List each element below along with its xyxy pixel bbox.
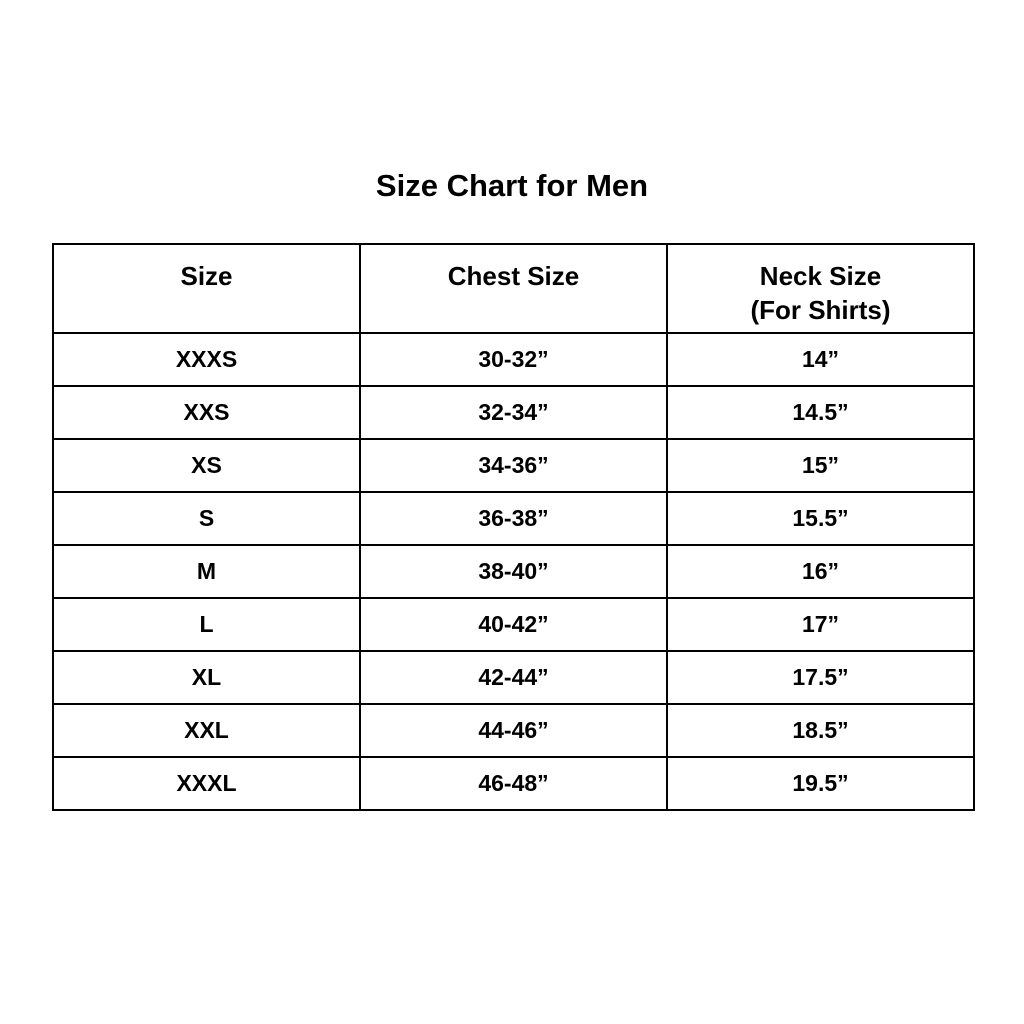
cell-chest-size: 36-38” xyxy=(359,491,668,546)
cell-size: XXXL xyxy=(52,756,361,811)
table-row: XXXS 30-32” 14” xyxy=(52,332,975,387)
cell-size: XXXS xyxy=(52,332,361,387)
header-neck-size-note: (For Shirts) xyxy=(750,295,891,325)
size-chart-table: Size Chest Size Neck Size (For Shirts) XX… xyxy=(52,243,975,811)
cell-neck-size: 14.5” xyxy=(666,385,975,440)
cell-neck-size: 16” xyxy=(666,544,975,599)
cell-chest-size: 46-48” xyxy=(359,756,668,811)
cell-chest-size: 32-34” xyxy=(359,385,668,440)
table-row: XXL 44-46” 18.5” xyxy=(52,703,975,758)
header-neck-size-label: Neck Size xyxy=(759,261,882,291)
cell-neck-size: 15” xyxy=(666,438,975,493)
cell-neck-size: 17.5” xyxy=(666,650,975,705)
cell-chest-size: 44-46” xyxy=(359,703,668,758)
table-row: XS 34-36” 15” xyxy=(52,438,975,493)
page-title: Size Chart for Men xyxy=(375,168,649,203)
cell-neck-size: 19.5” xyxy=(666,756,975,811)
cell-neck-size: 18.5” xyxy=(666,703,975,758)
table-row: XL 42-44” 17.5” xyxy=(52,650,975,705)
table-header-row: Size Chest Size Neck Size (For Shirts) xyxy=(52,243,975,334)
header-chest-size: Chest Size xyxy=(359,243,668,334)
cell-chest-size: 42-44” xyxy=(359,650,668,705)
cell-chest-size: 38-40” xyxy=(359,544,668,599)
cell-chest-size: 30-32” xyxy=(359,332,668,387)
cell-size: XXS xyxy=(52,385,361,440)
cell-neck-size: 17” xyxy=(666,597,975,652)
cell-size: S xyxy=(52,491,361,546)
cell-neck-size: 14” xyxy=(666,332,975,387)
cell-neck-size: 15.5” xyxy=(666,491,975,546)
table-row: XXXL 46-48” 19.5” xyxy=(52,756,975,811)
cell-size: XXL xyxy=(52,703,361,758)
cell-size: XL xyxy=(52,650,361,705)
table-row: M 38-40” 16” xyxy=(52,544,975,599)
header-size: Size xyxy=(52,243,361,334)
cell-chest-size: 40-42” xyxy=(359,597,668,652)
cell-size: M xyxy=(52,544,361,599)
cell-size: L xyxy=(52,597,361,652)
cell-size: XS xyxy=(52,438,361,493)
table-row: L 40-42” 17” xyxy=(52,597,975,652)
cell-chest-size: 34-36” xyxy=(359,438,668,493)
header-neck-size: Neck Size (For Shirts) xyxy=(666,243,975,334)
table-row: S 36-38” 15.5” xyxy=(52,491,975,546)
table-row: XXS 32-34” 14.5” xyxy=(52,385,975,440)
